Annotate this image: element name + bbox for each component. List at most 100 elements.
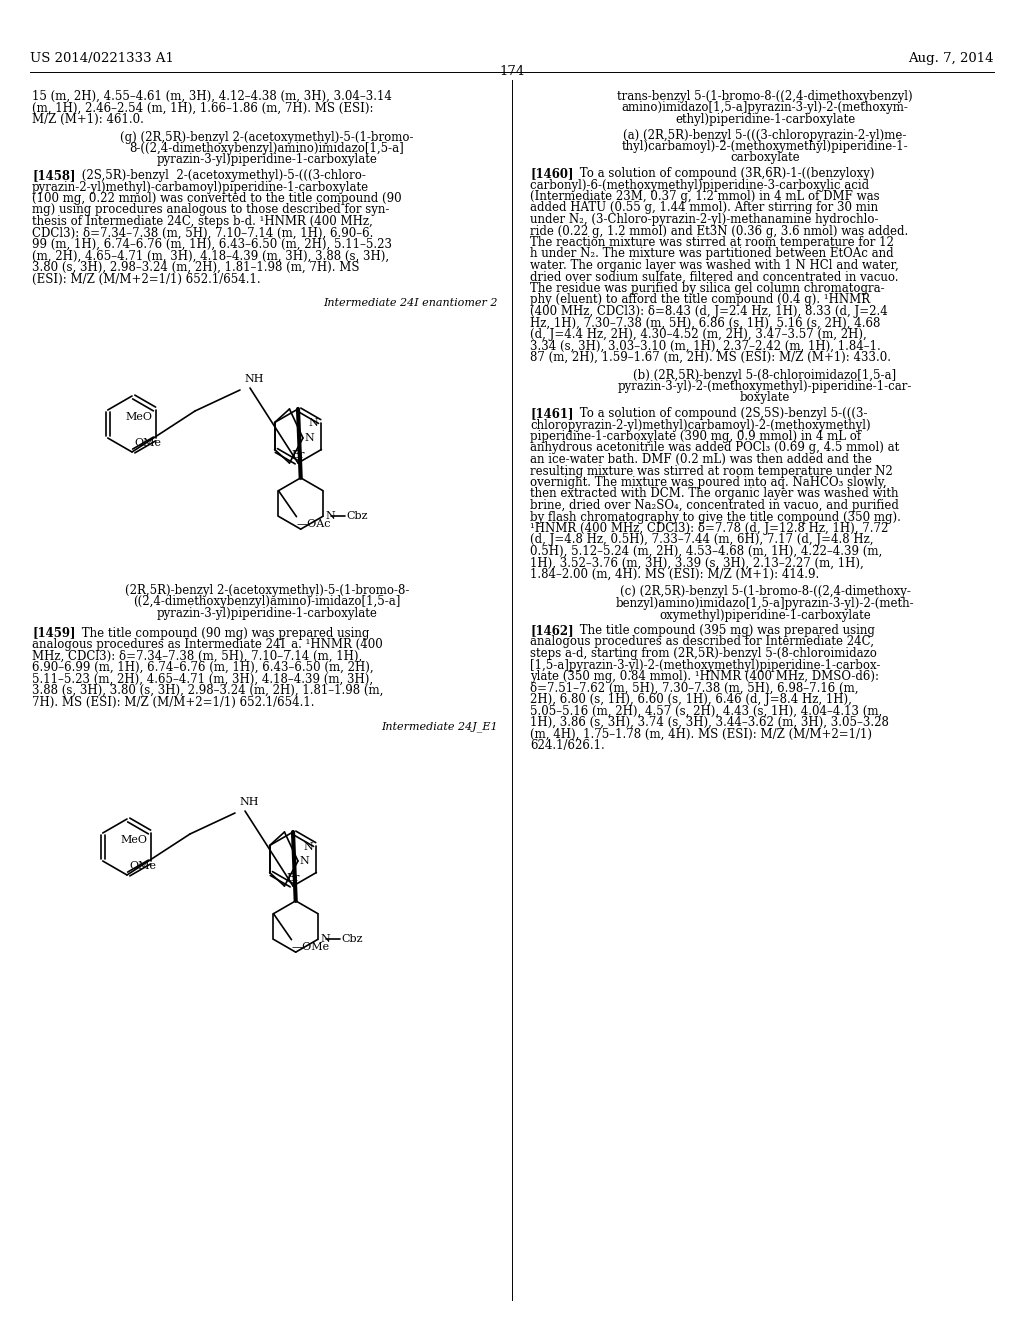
Text: trans-benzyl 5-(1-bromo-8-((2,4-dimethoxybenzyl): trans-benzyl 5-(1-bromo-8-((2,4-dimethox…: [617, 90, 912, 103]
Text: N: N: [300, 855, 309, 866]
Text: —OAc: —OAc: [297, 519, 331, 529]
Text: analogous procedures as Intermediate 24I_a. ¹HNMR (400: analogous procedures as Intermediate 24I…: [32, 638, 383, 651]
Text: (Intermediate 23M, 0.37 g, 1.2 mmol) in 4 mL of DMF was: (Intermediate 23M, 0.37 g, 1.2 mmol) in …: [530, 190, 880, 203]
Text: The residue was purified by silica gel column chromatogra-: The residue was purified by silica gel c…: [530, 282, 885, 294]
Text: (400 MHz, CDCl3): δ=8.43 (d, J=2.4 Hz, 1H), 8.33 (d, J=2.4: (400 MHz, CDCl3): δ=8.43 (d, J=2.4 Hz, 1…: [530, 305, 888, 318]
Text: (ESI): M/Z (M/M+2=1/1) 652.1/654.1.: (ESI): M/Z (M/M+2=1/1) 652.1/654.1.: [32, 272, 261, 285]
Text: N: N: [308, 418, 318, 429]
Text: CDCl3): δ=7.34–7.38 (m, 5H), 7.10–7.14 (m, 1H), 6.90–6.: CDCl3): δ=7.34–7.38 (m, 5H), 7.10–7.14 (…: [32, 227, 374, 239]
Text: The reaction mixture was stirred at room temperature for 12: The reaction mixture was stirred at room…: [530, 236, 894, 249]
Text: Br: Br: [287, 873, 300, 883]
Text: resulting mixture was stirred at room temperature under N2: resulting mixture was stirred at room te…: [530, 465, 893, 478]
Text: US 2014/0221333 A1: US 2014/0221333 A1: [30, 51, 174, 65]
Text: Aug. 7, 2014: Aug. 7, 2014: [908, 51, 994, 65]
Text: (m, 2H), 4.65–4.71 (m, 3H), 4.18–4.39 (m, 3H), 3.88 (s, 3H),: (m, 2H), 4.65–4.71 (m, 3H), 4.18–4.39 (m…: [32, 249, 389, 263]
Text: 1.84–2.00 (m, 4H). MS (ESI): M/Z (M+1): 414.9.: 1.84–2.00 (m, 4H). MS (ESI): M/Z (M+1): …: [530, 568, 819, 581]
Text: OMe: OMe: [134, 438, 161, 447]
Text: mg) using procedures analogous to those described for syn-: mg) using procedures analogous to those …: [32, 203, 389, 216]
Text: ethyl)piperidine-1-carboxylate: ethyl)piperidine-1-carboxylate: [675, 114, 855, 125]
Text: (b) (2R,5R)-benzyl 5-(8-chloroimidazo[1,5-a]: (b) (2R,5R)-benzyl 5-(8-chloroimidazo[1,…: [634, 368, 897, 381]
Text: 1H), 3.86 (s, 3H), 3.74 (s, 3H), 3.44–3.62 (m, 3H), 3.05–3.28: 1H), 3.86 (s, 3H), 3.74 (s, 3H), 3.44–3.…: [530, 715, 889, 729]
Text: 8-((2,4-dimethoxybenzyl)amino)imidazo[1,5-a]: 8-((2,4-dimethoxybenzyl)amino)imidazo[1,…: [130, 143, 404, 154]
Text: 6.90–6.99 (m, 1H), 6.74–6.76 (m, 1H), 6.43–6.50 (m, 2H),: 6.90–6.99 (m, 1H), 6.74–6.76 (m, 1H), 6.…: [32, 661, 374, 675]
Text: anhydrous acetonitrile was added POCl₃ (0.69 g, 4.5 mmol) at: anhydrous acetonitrile was added POCl₃ (…: [530, 441, 899, 454]
Text: δ=7.51–7.62 (m, 5H), 7.30–7.38 (m, 5H), 6.98–7.16 (m,: δ=7.51–7.62 (m, 5H), 7.30–7.38 (m, 5H), …: [530, 681, 858, 694]
Text: ylate (350 mg, 0.84 mmol). ¹HNMR (400 MHz, DMSO-d6):: ylate (350 mg, 0.84 mmol). ¹HNMR (400 MH…: [530, 671, 879, 682]
Text: Br: Br: [292, 450, 305, 459]
Text: 624.1/626.1.: 624.1/626.1.: [530, 739, 605, 752]
Text: [1461]: [1461]: [530, 407, 573, 420]
Text: by flash chromatography to give the title compound (350 mg).: by flash chromatography to give the titl…: [530, 511, 901, 524]
Text: benzyl)amino)imidazo[1,5-a]pyrazin-3-yl)-2-(meth-: benzyl)amino)imidazo[1,5-a]pyrazin-3-yl)…: [615, 597, 914, 610]
Text: amino)imidazo[1,5-a]pyrazin-3-yl)-2-(methoxym-: amino)imidazo[1,5-a]pyrazin-3-yl)-2-(met…: [622, 102, 908, 115]
Text: MHz, CDCl3): δ=7.34–7.38 (m, 5H), 7.10–7.14 (m, 1H),: MHz, CDCl3): δ=7.34–7.38 (m, 5H), 7.10–7…: [32, 649, 362, 663]
Text: pyrazin-3-yl)piperidine-1-carboxylate: pyrazin-3-yl)piperidine-1-carboxylate: [157, 153, 378, 166]
Text: Intermediate 24J_E1: Intermediate 24J_E1: [381, 721, 498, 731]
Text: 7H). MS (ESI): M/Z (M/M+2=1/1) 652.1/654.1.: 7H). MS (ESI): M/Z (M/M+2=1/1) 652.1/654…: [32, 696, 314, 709]
Text: (a) (2R,5R)-benzyl 5-(((3-chloropyrazin-2-yl)me-: (a) (2R,5R)-benzyl 5-(((3-chloropyrazin-…: [624, 128, 906, 141]
Text: thesis of Intermediate 24C, steps b-d. ¹HNMR (400 MHz,: thesis of Intermediate 24C, steps b-d. ¹…: [32, 215, 373, 228]
Text: 3.88 (s, 3H), 3.80 (s, 3H), 2.98–3.24 (m, 2H), 1.81–1.98 (m,: 3.88 (s, 3H), 3.80 (s, 3H), 2.98–3.24 (m…: [32, 684, 383, 697]
Text: dried over sodium sulfate, filtered and concentrated in vacuo.: dried over sodium sulfate, filtered and …: [530, 271, 898, 284]
Text: —OMe: —OMe: [292, 941, 330, 952]
Text: then extracted with DCM. The organic layer was washed with: then extracted with DCM. The organic lay…: [530, 487, 898, 500]
Text: Cbz: Cbz: [346, 511, 368, 521]
Text: 174: 174: [500, 65, 524, 78]
Text: N: N: [305, 433, 314, 444]
Text: MeO: MeO: [125, 412, 153, 422]
Text: (d, J=4.4 Hz, 2H), 4.30–4.52 (m, 2H), 3.47–3.57 (m, 2H),: (d, J=4.4 Hz, 2H), 4.30–4.52 (m, 2H), 3.…: [530, 327, 866, 341]
Text: (g) (2R,5R)-benzyl 2-(acetoxymethyl)-5-(1-bromo-: (g) (2R,5R)-benzyl 2-(acetoxymethyl)-5-(…: [120, 131, 414, 144]
Text: (100 mg, 0.22 mmol) was converted to the title compound (90: (100 mg, 0.22 mmol) was converted to the…: [32, 191, 401, 205]
Text: boxylate: boxylate: [739, 392, 791, 404]
Text: 2H), 6.80 (s, 1H), 6.60 (s, 1H), 6.46 (d, J=8.4 Hz, 1H),: 2H), 6.80 (s, 1H), 6.60 (s, 1H), 6.46 (d…: [530, 693, 852, 706]
Text: (2S,5R)-benzyl  2-(acetoxymethyl)-5-(((3-chloro-: (2S,5R)-benzyl 2-(acetoxymethyl)-5-(((3-…: [78, 169, 366, 182]
Text: [1462]: [1462]: [530, 624, 573, 638]
Text: [1458]: [1458]: [32, 169, 76, 182]
Text: piperidine-1-carboxylate (390 mg, 0.9 mmol) in 4 mL of: piperidine-1-carboxylate (390 mg, 0.9 mm…: [530, 430, 861, 444]
Text: NH: NH: [244, 374, 263, 384]
Text: (c) (2R,5R)-benzyl 5-(1-bromo-8-((2,4-dimethoxy-: (c) (2R,5R)-benzyl 5-(1-bromo-8-((2,4-di…: [620, 586, 910, 598]
Text: ride (0.22 g, 1.2 mmol) and Et3N (0.36 g, 3.6 nmol) was added.: ride (0.22 g, 1.2 mmol) and Et3N (0.36 g…: [530, 224, 908, 238]
Text: analogous procedures as described for Intermediate 24C,: analogous procedures as described for In…: [530, 635, 874, 648]
Text: OMe: OMe: [129, 861, 156, 871]
Text: To a solution of compound (3R,6R)-1-((benzyloxy): To a solution of compound (3R,6R)-1-((be…: [575, 168, 874, 180]
Text: Intermediate 24I enantiomer 2: Intermediate 24I enantiomer 2: [324, 298, 498, 308]
Text: [1460]: [1460]: [530, 168, 573, 180]
Text: 87 (m, 2H), 1.59–1.67 (m, 2H). MS (ESI): M/Z (M+1): 433.0.: 87 (m, 2H), 1.59–1.67 (m, 2H). MS (ESI):…: [530, 351, 891, 364]
Text: [1,5-a]pyrazin-3-yl)-2-(methoxymethyl)piperidine-1-carbox-: [1,5-a]pyrazin-3-yl)-2-(methoxymethyl)pi…: [530, 659, 881, 672]
Text: 5.05–5.16 (m, 2H), 4.57 (s, 2H), 4.43 (s, 1H), 4.04–4.13 (m,: 5.05–5.16 (m, 2H), 4.57 (s, 2H), 4.43 (s…: [530, 705, 883, 718]
Text: N: N: [321, 935, 331, 944]
Text: pyrazin-2-yl)methyl)-carbamoyl)piperidine-1-carboxylate: pyrazin-2-yl)methyl)-carbamoyl)piperidin…: [32, 181, 369, 194]
Text: under N₂, (3-Chloro-pyrazin-2-yl)-methanamine hydrochlo-: under N₂, (3-Chloro-pyrazin-2-yl)-methan…: [530, 213, 879, 226]
Text: oxymethyl)piperidine-1-carboxylate: oxymethyl)piperidine-1-carboxylate: [659, 609, 870, 622]
Text: 15 (m, 2H), 4.55–4.61 (m, 3H), 4.12–4.38 (m, 3H), 3.04–3.14: 15 (m, 2H), 4.55–4.61 (m, 3H), 4.12–4.38…: [32, 90, 392, 103]
Text: h under N₂. The mixture was partitioned between EtOAc and: h under N₂. The mixture was partitioned …: [530, 248, 894, 260]
Text: an ice-water bath. DMF (0.2 mL) was then added and the: an ice-water bath. DMF (0.2 mL) was then…: [530, 453, 871, 466]
Text: chloropyrazin-2-yl)methyl)carbamoyl)-2-(methoxymethyl): chloropyrazin-2-yl)methyl)carbamoyl)-2-(…: [530, 418, 870, 432]
Text: [1459]: [1459]: [32, 627, 76, 639]
Text: 3.34 (s, 3H), 3.03–3.10 (m, 1H), 2.37–2.42 (m, 1H), 1.84–1.: 3.34 (s, 3H), 3.03–3.10 (m, 1H), 2.37–2.…: [530, 339, 881, 352]
Text: carboxylate: carboxylate: [730, 152, 800, 165]
Text: phy (eluent) to afford the title compound (0.4 g). ¹HNMR: phy (eluent) to afford the title compoun…: [530, 293, 870, 306]
Text: M/Z (M+1): 461.0.: M/Z (M+1): 461.0.: [32, 114, 144, 125]
Text: 0.5H), 5.12–5.24 (m, 2H), 4.53–4.68 (m, 1H), 4.22–4.39 (m,: 0.5H), 5.12–5.24 (m, 2H), 4.53–4.68 (m, …: [530, 545, 883, 558]
Text: added HATU (0.55 g, 1.44 mmol). After stirring for 30 min: added HATU (0.55 g, 1.44 mmol). After st…: [530, 202, 879, 214]
Text: The title compound (90 mg) was prepared using: The title compound (90 mg) was prepared …: [78, 627, 370, 639]
Text: MeO: MeO: [120, 836, 147, 845]
Text: N: N: [304, 842, 313, 851]
Text: pyrazin-3-yl)-2-(methoxymethyl)-piperidine-1-car-: pyrazin-3-yl)-2-(methoxymethyl)-piperidi…: [617, 380, 912, 393]
Text: 1H), 3.52–3.76 (m, 3H), 3.39 (s, 3H), 2.13–2.27 (m, 1H),: 1H), 3.52–3.76 (m, 3H), 3.39 (s, 3H), 2.…: [530, 557, 864, 569]
Text: The title compound (395 mg) was prepared using: The title compound (395 mg) was prepared…: [575, 624, 874, 638]
Text: steps a-d, starting from (2R,5R)-benzyl 5-(8-chloroimidazo: steps a-d, starting from (2R,5R)-benzyl …: [530, 647, 877, 660]
Text: 3.80 (s, 3H), 2.98–3.24 (m, 2H), 1.81–1.98 (m, 7H). MS: 3.80 (s, 3H), 2.98–3.24 (m, 2H), 1.81–1.…: [32, 261, 359, 275]
Text: N: N: [326, 511, 336, 521]
Text: Hz, 1H), 7.30–7.38 (m, 5H), 6.86 (s, 1H), 5.16 (s, 2H), 4.68: Hz, 1H), 7.30–7.38 (m, 5H), 6.86 (s, 1H)…: [530, 317, 881, 330]
Text: NH: NH: [239, 797, 258, 807]
Text: (d, J=4.8 Hz, 0.5H), 7.33–7.44 (m, 6H), 7.17 (d, J=4.8 Hz,: (d, J=4.8 Hz, 0.5H), 7.33–7.44 (m, 6H), …: [530, 533, 873, 546]
Text: thyl)carbamoyl)-2-(methoxymethyl)piperidine-1-: thyl)carbamoyl)-2-(methoxymethyl)piperid…: [622, 140, 908, 153]
Text: ¹HNMR (400 MHz, CDCl3): δ=7.78 (d, J=12.8 Hz, 1H), 7.72: ¹HNMR (400 MHz, CDCl3): δ=7.78 (d, J=12.…: [530, 521, 889, 535]
Text: ((2,4-dimethoxybenzyl)amino)-imidazo[1,5-a]: ((2,4-dimethoxybenzyl)amino)-imidazo[1,5…: [133, 595, 400, 609]
Text: carbonyl)-6-(methoxymethyl)piperidine-3-carboxylic acid: carbonyl)-6-(methoxymethyl)piperidine-3-…: [530, 178, 869, 191]
Text: pyrazin-3-yl)piperidine-1-carboxylate: pyrazin-3-yl)piperidine-1-carboxylate: [157, 607, 378, 620]
Text: Cbz: Cbz: [341, 935, 362, 944]
